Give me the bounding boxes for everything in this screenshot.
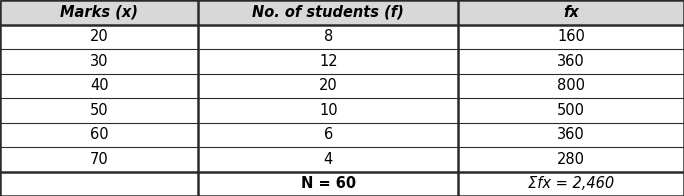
- Text: 360: 360: [557, 127, 585, 142]
- Bar: [198, 0, 458, 24]
- Text: 280: 280: [557, 152, 585, 167]
- Bar: [458, 122, 684, 147]
- Text: N = 60: N = 60: [301, 176, 356, 191]
- Bar: [0, 74, 198, 98]
- Text: 4: 4: [324, 152, 333, 167]
- Bar: [198, 172, 458, 196]
- Text: Σfx = 2,460: Σfx = 2,460: [528, 176, 614, 191]
- Text: 160: 160: [557, 29, 585, 44]
- Bar: [198, 24, 458, 49]
- Text: 20: 20: [319, 78, 338, 93]
- Text: 800: 800: [557, 78, 585, 93]
- Bar: [198, 74, 458, 98]
- Bar: [0, 122, 198, 147]
- Text: 10: 10: [319, 103, 338, 118]
- Text: 40: 40: [90, 78, 109, 93]
- Bar: [0, 147, 198, 172]
- Bar: [198, 98, 458, 122]
- Text: 500: 500: [557, 103, 585, 118]
- Bar: [458, 24, 684, 49]
- Text: 6: 6: [324, 127, 333, 142]
- Text: 70: 70: [90, 152, 109, 167]
- Bar: [458, 98, 684, 122]
- Text: 8: 8: [324, 29, 333, 44]
- Bar: [0, 0, 198, 24]
- Bar: [0, 172, 198, 196]
- Bar: [198, 122, 458, 147]
- Bar: [458, 74, 684, 98]
- Bar: [198, 147, 458, 172]
- Bar: [0, 24, 198, 49]
- Bar: [0, 98, 198, 122]
- Bar: [458, 0, 684, 24]
- Bar: [0, 49, 198, 74]
- Bar: [458, 49, 684, 74]
- Text: 50: 50: [90, 103, 109, 118]
- Text: fx: fx: [563, 5, 579, 20]
- Text: 12: 12: [319, 54, 338, 69]
- Text: 30: 30: [90, 54, 109, 69]
- Bar: [198, 49, 458, 74]
- Text: 60: 60: [90, 127, 109, 142]
- Bar: [458, 172, 684, 196]
- Text: 360: 360: [557, 54, 585, 69]
- Text: No. of students (f): No. of students (f): [252, 5, 404, 20]
- Text: Marks (x): Marks (x): [60, 5, 138, 20]
- Bar: [458, 147, 684, 172]
- Text: 20: 20: [90, 29, 109, 44]
